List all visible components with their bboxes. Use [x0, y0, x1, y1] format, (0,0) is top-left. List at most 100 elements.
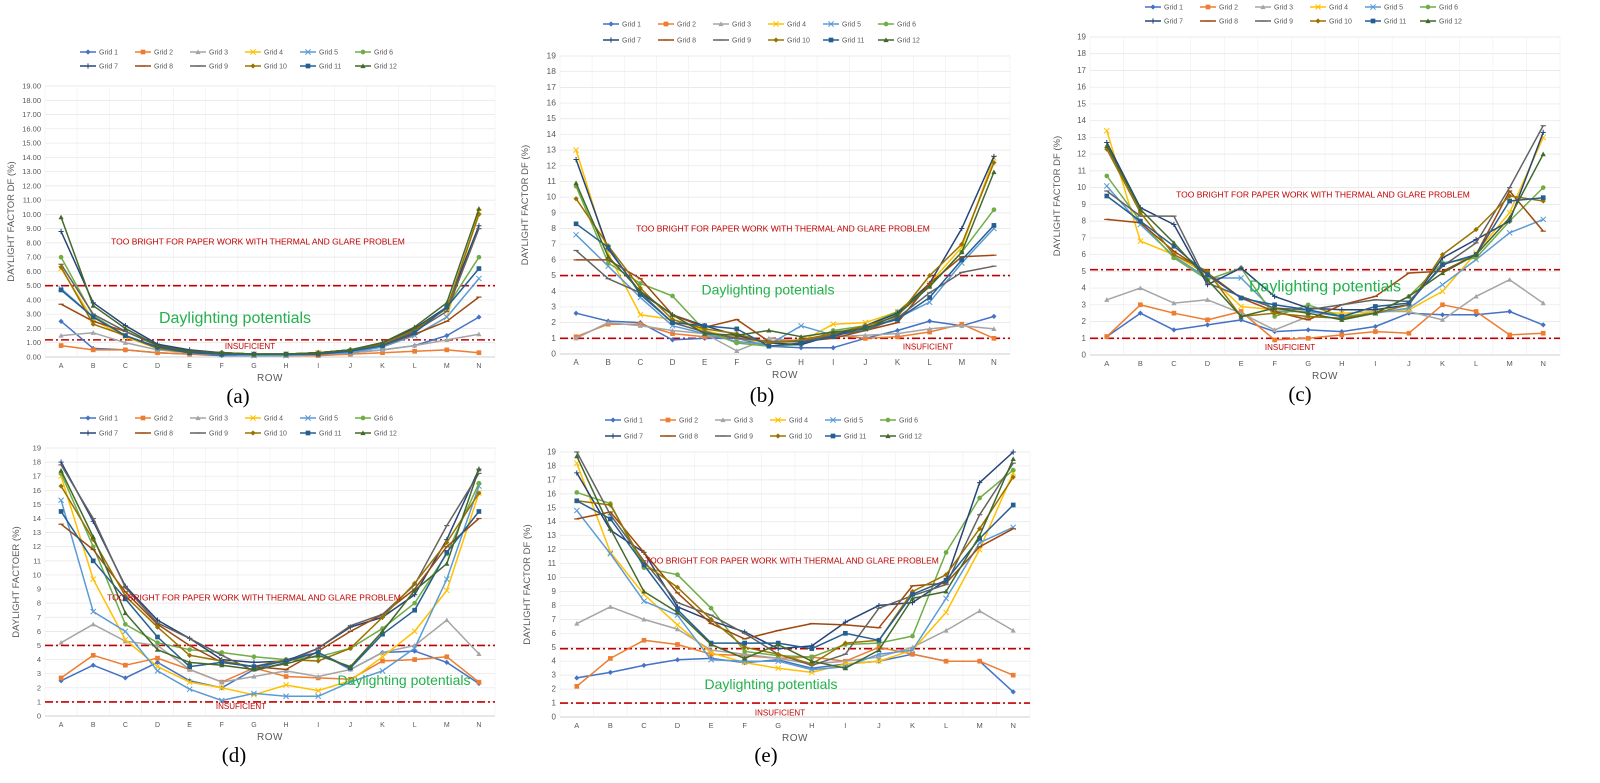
data-point: [674, 609, 681, 615]
legend-label: Grid 2: [154, 50, 173, 57]
data-point: [910, 591, 915, 597]
data-point: [708, 649, 715, 656]
data-point: [1372, 323, 1378, 330]
data-point: [766, 343, 772, 349]
legend-label: Grid 12: [897, 38, 920, 45]
data-point: [186, 686, 193, 693]
legend: Grid 1 Grid 2 Grid 3 Grid 4 Grid 5 Grid 6 Grid…: [605, 417, 922, 441]
data-point: [991, 160, 997, 166]
data-point: [476, 314, 482, 320]
data-point: [862, 326, 868, 331]
series-grid-5: [1103, 183, 1547, 320]
data-point: [1137, 285, 1143, 291]
legend-marker: [1315, 18, 1321, 24]
data-point: [123, 621, 128, 627]
series-grid-11: [1104, 193, 1546, 319]
y-tick-label: 3: [551, 301, 556, 311]
data-point: [574, 675, 580, 681]
data-point: [476, 223, 482, 229]
data-point: [670, 331, 675, 336]
data-point: [476, 480, 482, 486]
data-point: [574, 498, 580, 504]
x-tick-label: C: [1171, 359, 1177, 368]
x-tick-label: H: [284, 722, 289, 729]
legend-label: Grid 3: [209, 50, 228, 57]
x-tick-label: E: [702, 358, 707, 367]
data-point: [977, 608, 983, 614]
x-axis-label: ROW: [782, 733, 808, 744]
x-tick-label: M: [444, 363, 450, 370]
data-point: [412, 330, 417, 336]
data-point: [347, 679, 354, 686]
data-point: [708, 651, 714, 657]
series-line: [1106, 148, 1544, 319]
data-point: [977, 495, 982, 501]
data-point: [58, 287, 64, 293]
legend-label: Grid 3: [734, 418, 753, 425]
series-line: [1106, 195, 1544, 318]
data-point: [991, 223, 997, 228]
data-point: [943, 658, 949, 664]
y-tick-label: 3: [552, 671, 557, 680]
x-tick-label: H: [1339, 359, 1344, 368]
data-point: [843, 630, 848, 636]
data-point: [1439, 288, 1446, 295]
data-point: [876, 602, 882, 609]
data-point: [909, 600, 916, 606]
data-point: [1272, 327, 1278, 332]
legend-marker: [883, 37, 889, 43]
legend-marker: [250, 415, 256, 421]
data-point: [58, 483, 64, 489]
legend-label: Grid 5: [842, 22, 861, 29]
legend-marker: [250, 49, 256, 55]
data-point: [412, 592, 418, 598]
data-point: [808, 666, 815, 673]
legend-label: Grid 9: [734, 434, 753, 441]
series-line: [60, 208, 480, 355]
legend-label: Grid 4: [264, 416, 283, 423]
data-point: [412, 648, 418, 654]
y-tick-label: 16: [547, 98, 557, 108]
legend-marker: [665, 417, 671, 423]
data-point: [991, 207, 997, 213]
data-point: [379, 667, 386, 674]
data-point: [283, 674, 289, 679]
legend-label: Grid 1: [624, 418, 643, 425]
x-tick-label: L: [413, 363, 417, 370]
legend-label: Grid 10: [1329, 19, 1352, 26]
legend-label: Grid 12: [899, 434, 922, 441]
legend-label: Grid 10: [787, 38, 810, 45]
legend-marker: [140, 415, 146, 421]
data-point: [607, 550, 614, 557]
legend-marker: [1370, 18, 1376, 24]
data-point: [1540, 300, 1546, 306]
y-tick-label: 17: [33, 472, 41, 481]
data-point: [875, 658, 882, 665]
data-point: [251, 666, 257, 672]
data-point: [1238, 295, 1244, 301]
y-tick-label: 9: [37, 585, 41, 594]
data-point: [315, 350, 321, 355]
data-point: [830, 334, 836, 340]
y-tick-label: 2: [37, 683, 41, 692]
data-point: [187, 659, 193, 665]
y-tick-label: 13: [547, 145, 557, 155]
legend-marker: [608, 37, 614, 43]
data-point: [573, 156, 579, 163]
legend-label: Grid 8: [677, 38, 696, 45]
data-point: [909, 595, 916, 601]
y-tick-label: 1.00: [26, 338, 41, 347]
x-tick-label: E: [187, 722, 192, 729]
x-tick-label: F: [1272, 359, 1277, 368]
data-point: [379, 340, 386, 345]
data-point: [1439, 281, 1446, 288]
data-point: [1272, 302, 1277, 308]
data-point: [379, 347, 386, 352]
data-point: [412, 324, 418, 330]
y-tick-label: 14.00: [22, 153, 41, 162]
annotation-too-bright: TOO BRIGHT FOR PAPER WORK WITH THERMAL A…: [107, 592, 401, 602]
data-point: [154, 342, 161, 348]
legend-label: Grid 6: [1439, 5, 1458, 12]
data-point: [90, 558, 96, 564]
y-axis-label: DAYLIGHT FACTOR DF (%): [1052, 136, 1063, 256]
